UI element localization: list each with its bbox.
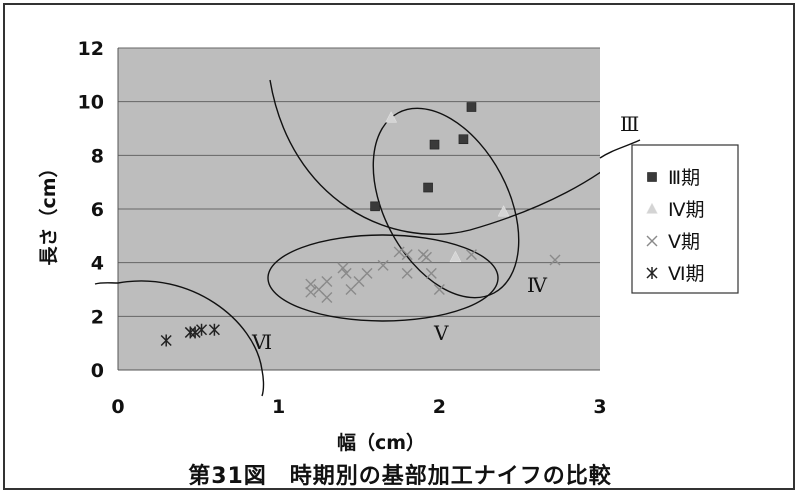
data-points	[160, 102, 561, 347]
legend-box	[631, 144, 739, 294]
data-point-series-5	[305, 286, 317, 298]
legend-label: Ⅳ期	[668, 199, 705, 221]
data-point-series-5	[401, 249, 413, 261]
data-point-series-5	[420, 251, 432, 263]
group-vi-curve-outside	[94, 282, 119, 285]
x-tick-label: 2	[433, 396, 446, 418]
data-point-series-5	[321, 292, 333, 304]
group-iii-curve-outside	[599, 139, 641, 159]
data-point-series-5	[337, 262, 349, 274]
figure-caption: 第31図 時期別の基部加工ナイフの比較	[188, 464, 612, 489]
y-tick-label: 2	[91, 306, 104, 328]
annotation-iii: Ⅲ	[620, 112, 639, 136]
y-tick-label: 0	[91, 360, 104, 382]
data-point-series-3	[429, 139, 440, 150]
legend-marker	[646, 267, 658, 279]
data-point-series-5	[433, 284, 445, 295]
data-point-series-3	[466, 102, 477, 112]
data-point-series-5	[377, 259, 389, 271]
group-vi-curve	[118, 280, 263, 370]
legend-marker	[646, 202, 658, 214]
data-point-series-6	[189, 326, 201, 339]
data-point-series-5	[549, 254, 561, 266]
data-point-series-5	[401, 267, 413, 279]
data-point-series-4	[449, 250, 462, 263]
group-vi-curve-tail	[261, 369, 265, 397]
data-point-series-5	[425, 267, 437, 279]
y-tick-label: 12	[78, 38, 104, 60]
y-tick-label: 4	[91, 253, 104, 275]
y-tick-label: 6	[91, 199, 104, 221]
y-tick-label: 10	[78, 92, 104, 114]
legend-label: Ⅲ期	[668, 167, 700, 189]
group-iii-curve	[269, 79, 600, 235]
data-point-series-3	[423, 182, 433, 193]
y-axis-label: 長さ（cm）	[37, 158, 60, 265]
grouping-curves	[118, 79, 600, 370]
legend-marker	[647, 172, 657, 182]
data-point-series-5	[321, 275, 333, 287]
gridlines	[118, 47, 600, 317]
annotation-vi: Ⅵ	[251, 330, 272, 354]
annotation-v: Ⅴ	[433, 321, 449, 345]
group-v-ellipse	[267, 234, 499, 322]
x-axis-label: 幅（cm）	[337, 431, 425, 454]
data-point-series-4	[385, 111, 398, 123]
x-tick-label: 0	[111, 396, 124, 418]
y-tick-label: 8	[91, 145, 104, 167]
group-iv-ellipse	[372, 107, 520, 299]
data-point-series-6	[160, 334, 172, 347]
data-point-series-5	[465, 249, 477, 261]
data-point-series-6	[208, 323, 220, 336]
data-point-series-5	[340, 267, 352, 279]
data-point-series-3	[458, 134, 469, 145]
legend-label: Ⅵ期	[668, 263, 705, 285]
legend-marker	[646, 235, 658, 247]
annotation-iv: Ⅳ	[527, 273, 548, 297]
x-tick-label: 3	[593, 396, 606, 418]
legend: Ⅲ期 Ⅳ期 Ⅴ期 Ⅵ期	[646, 167, 705, 285]
data-point-series-4	[497, 205, 510, 217]
data-point-series-5	[393, 246, 405, 258]
data-point-series-6	[196, 323, 208, 336]
data-point-series-5	[305, 278, 317, 290]
legend-label: Ⅴ期	[668, 231, 700, 253]
data-point-series-5	[361, 267, 373, 279]
x-tick-label: 1	[272, 396, 285, 418]
data-point-series-3	[370, 201, 380, 212]
